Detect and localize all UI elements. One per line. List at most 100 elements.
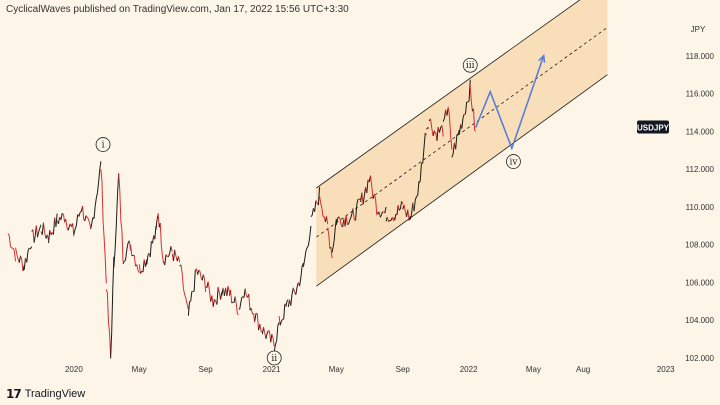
price-segment (235, 303, 238, 315)
price-segment (113, 249, 116, 268)
price-segment (119, 190, 122, 221)
price-segment (375, 198, 378, 216)
price-segment (207, 281, 210, 291)
price-segment (164, 254, 167, 266)
price-segment (46, 234, 49, 241)
price-segment (295, 286, 298, 295)
wave-label-iii: iii (466, 61, 475, 71)
price-segment (302, 259, 306, 267)
price-segment (199, 271, 202, 278)
price-segment (256, 313, 260, 331)
price-segment (285, 300, 288, 307)
price-segment (430, 118, 433, 129)
tradingview-brand[interactable]: TradingView (24, 388, 86, 400)
price-segment (280, 319, 283, 322)
publisher-header: CyclicalWaves published on TradingView.c… (6, 4, 349, 15)
price-segment (306, 245, 309, 248)
price-segment (160, 246, 163, 256)
price-segment (401, 201, 404, 205)
price-segment (470, 101, 473, 112)
price-segment (38, 228, 41, 233)
price-segment (30, 246, 33, 250)
price-segment (84, 215, 87, 221)
x-tick-label: Sep (199, 365, 214, 374)
price-segment (394, 213, 397, 221)
price-segment (33, 235, 36, 243)
wave-projection (474, 54, 546, 151)
price-segment (451, 153, 454, 158)
price-segment (8, 235, 12, 247)
channel-fill (316, 0, 608, 287)
price-segment (110, 332, 113, 359)
price-segment (167, 252, 171, 257)
price-segment (422, 147, 425, 164)
price-segment (254, 313, 257, 321)
price-segment (208, 290, 212, 302)
price-segment (446, 108, 449, 116)
price-segment (101, 180, 104, 221)
price-segment (359, 198, 361, 200)
price-segment (388, 220, 391, 222)
price-segment (334, 218, 337, 228)
price-segment (204, 278, 207, 292)
price-segment (22, 265, 25, 272)
price-segment (216, 287, 219, 305)
price-segment (442, 118, 445, 122)
price-segment (391, 217, 395, 222)
price-segment (305, 247, 308, 252)
price-segment (124, 259, 126, 262)
price-segment (350, 213, 353, 219)
price-segment (95, 192, 98, 199)
price-segment (355, 203, 358, 221)
price-segment (370, 175, 373, 187)
price-segment (75, 214, 79, 226)
price-segment (320, 202, 323, 209)
price-segment (467, 100, 470, 103)
price-segment (52, 217, 56, 235)
price-segment (165, 254, 168, 257)
price-segment (469, 85, 472, 102)
price-segment (328, 234, 331, 249)
price-segment (239, 302, 242, 310)
price-segment (91, 217, 94, 224)
y-tick-label: 118.000 (686, 52, 715, 61)
wave-label-circle (95, 137, 111, 152)
price-segment (366, 179, 369, 194)
price-segment (57, 217, 61, 225)
price-segment (317, 187, 321, 206)
price-segment (157, 213, 160, 228)
price-segment (73, 228, 76, 235)
price-segment (335, 218, 339, 226)
price-segment (386, 216, 390, 222)
price-segment (87, 218, 90, 223)
price-segment (273, 344, 276, 352)
x-tick-label: 2022 (460, 365, 478, 374)
price-segment (190, 291, 193, 302)
price-segment (125, 249, 128, 261)
price-segment (331, 247, 334, 253)
price-segment (417, 181, 420, 196)
price-segment (409, 214, 413, 220)
price-segment (362, 195, 365, 205)
price-segment (128, 240, 132, 251)
price-segment (314, 200, 317, 212)
wave-label-circle (462, 57, 478, 73)
price-segment (152, 235, 155, 244)
price-segment (10, 246, 13, 249)
price-segment (61, 212, 64, 215)
price-segment (172, 249, 176, 261)
projection-arrowhead (538, 54, 546, 63)
price-segment (330, 247, 333, 259)
price-segment (371, 186, 374, 199)
price-segment (112, 256, 115, 291)
price-segment (177, 256, 181, 263)
price-segment (198, 269, 201, 272)
price-segment (115, 194, 118, 227)
price-segment (468, 79, 471, 102)
wave-label-ii: ii (271, 354, 277, 364)
tradingview-logo-icon[interactable]: 𝟭𝟳 (6, 387, 22, 401)
price-segment (122, 261, 125, 265)
price-segment (23, 258, 26, 271)
price-segment (333, 227, 336, 241)
